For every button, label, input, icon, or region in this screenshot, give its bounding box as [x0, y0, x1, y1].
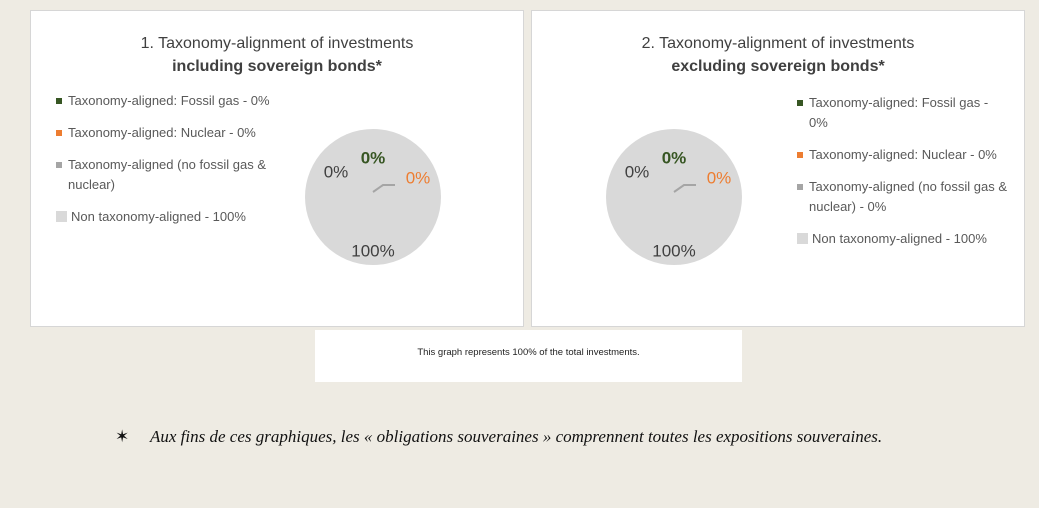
legend-swatch: [56, 98, 62, 104]
legend-swatch: [56, 211, 67, 222]
chart-panel: 1. Taxonomy-alignment of investments incl…: [30, 10, 524, 327]
chart-title: 1. Taxonomy-alignment of investments: [140, 35, 414, 52]
data-label: 0%: [406, 168, 431, 187]
legend-label: Taxonomy-aligned: Nuclear - 0%: [809, 147, 997, 162]
legend-item: Taxonomy-aligned: Nuclear - 0%: [797, 145, 1007, 165]
footnote-text: Aux fins de ces graphiques, les « obliga…: [150, 427, 883, 446]
legend-swatch: [797, 100, 803, 106]
footnote: ✶ Aux fins de ces graphiques, les « oblig…: [115, 425, 1030, 449]
legend-label: Non taxonomy-aligned - 100%: [812, 231, 987, 246]
legend-item: Non taxonomy-aligned - 100%: [797, 229, 1007, 249]
chart-subtitle: including sovereign bonds*: [172, 58, 382, 75]
legend-swatch: [797, 184, 803, 190]
star-icon: ✶: [115, 427, 130, 446]
legend-label: Taxonomy-aligned (no fossil gas & nuclea…: [68, 157, 266, 192]
legend-item: Taxonomy-aligned: Fossil gas - 0%: [797, 93, 1007, 133]
legend-swatch: [797, 233, 808, 244]
pie-slice: [305, 129, 441, 265]
chart-panel: 2. Taxonomy-alignment of investments excl…: [531, 10, 1025, 327]
legend-item: Taxonomy-aligned (no fossil gas & nuclea…: [56, 155, 301, 195]
pie-slice: [606, 129, 742, 265]
data-label: 0%: [662, 148, 687, 167]
legend-item: Non taxonomy-aligned - 100%: [56, 207, 301, 227]
legend: Taxonomy-aligned: Fossil gas - 0% Taxonom…: [797, 93, 1007, 261]
pie-chart: 0% 0% 0% 100%: [305, 129, 441, 265]
legend-item: Taxonomy-aligned: Fossil gas - 0%: [56, 91, 301, 111]
chart-subtitle: excluding sovereign bonds*: [671, 58, 885, 75]
data-label: 0%: [625, 162, 650, 181]
data-label: 0%: [324, 162, 349, 181]
data-label: 100%: [652, 241, 695, 260]
legend-swatch: [56, 162, 62, 168]
leader-line: [673, 184, 696, 193]
data-label: 0%: [361, 148, 386, 167]
legend: Taxonomy-aligned: Fossil gas - 0% Taxonom…: [56, 91, 301, 239]
legend-label: Taxonomy-aligned (no fossil gas & nuclea…: [809, 179, 1007, 214]
legend-item: Taxonomy-aligned (no fossil gas & nuclea…: [797, 177, 1007, 217]
legend-label: Taxonomy-aligned: Fossil gas - 0%: [809, 95, 989, 130]
data-label: 100%: [351, 241, 394, 260]
legend-label: Taxonomy-aligned: Fossil gas - 0%: [68, 93, 270, 108]
legend-label: Taxonomy-aligned: Nuclear - 0%: [68, 125, 256, 140]
caption: This graph represents 100% of the total …: [315, 330, 742, 382]
data-label: 0%: [707, 168, 732, 187]
leader-line: [372, 184, 395, 193]
chart-title: 2. Taxonomy-alignment of investments: [641, 35, 915, 52]
legend-swatch: [56, 130, 62, 136]
pie-chart: 0% 0% 0% 100%: [606, 129, 742, 265]
legend-item: Taxonomy-aligned: Nuclear - 0%: [56, 123, 301, 143]
legend-swatch: [797, 152, 803, 158]
legend-label: Non taxonomy-aligned - 100%: [71, 209, 246, 224]
